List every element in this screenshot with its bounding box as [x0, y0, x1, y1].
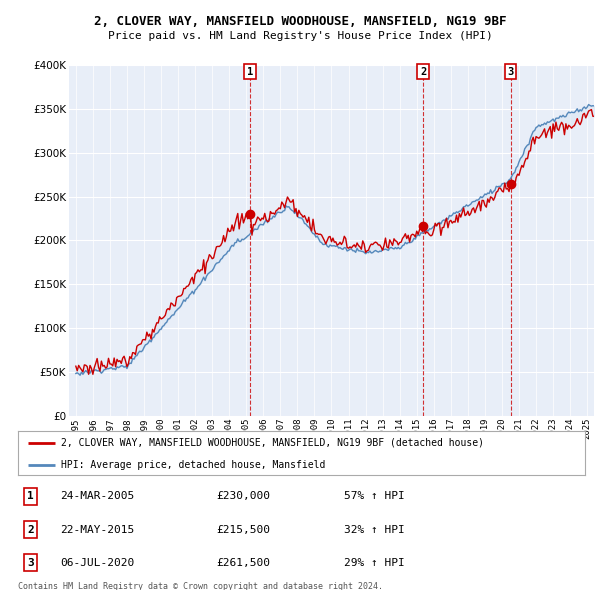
Text: £261,500: £261,500 [217, 558, 271, 568]
Text: 57% ↑ HPI: 57% ↑ HPI [344, 491, 405, 502]
Text: 3: 3 [27, 558, 34, 568]
Text: 2, CLOVER WAY, MANSFIELD WOODHOUSE, MANSFIELD, NG19 9BF (detached house): 2, CLOVER WAY, MANSFIELD WOODHOUSE, MANS… [61, 438, 484, 448]
Text: 24-MAR-2005: 24-MAR-2005 [61, 491, 135, 502]
Text: 32% ↑ HPI: 32% ↑ HPI [344, 525, 405, 535]
Text: 29% ↑ HPI: 29% ↑ HPI [344, 558, 405, 568]
Text: 3: 3 [508, 67, 514, 77]
Text: 2: 2 [27, 525, 34, 535]
Text: £230,000: £230,000 [217, 491, 271, 502]
Text: 2: 2 [420, 67, 427, 77]
Text: Contains HM Land Registry data © Crown copyright and database right 2024.
This d: Contains HM Land Registry data © Crown c… [18, 582, 383, 590]
Text: £215,500: £215,500 [217, 525, 271, 535]
Text: HPI: Average price, detached house, Mansfield: HPI: Average price, detached house, Mans… [61, 460, 325, 470]
Text: 22-MAY-2015: 22-MAY-2015 [61, 525, 135, 535]
Text: 1: 1 [247, 67, 253, 77]
Text: 1: 1 [27, 491, 34, 502]
Text: 2, CLOVER WAY, MANSFIELD WOODHOUSE, MANSFIELD, NG19 9BF: 2, CLOVER WAY, MANSFIELD WOODHOUSE, MANS… [94, 15, 506, 28]
Text: Price paid vs. HM Land Registry's House Price Index (HPI): Price paid vs. HM Land Registry's House … [107, 31, 493, 41]
Text: 06-JUL-2020: 06-JUL-2020 [61, 558, 135, 568]
